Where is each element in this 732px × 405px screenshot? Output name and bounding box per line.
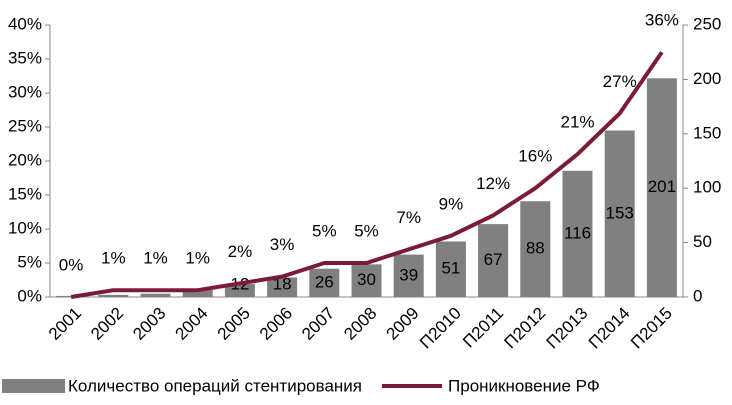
legend-swatch	[2, 379, 65, 393]
y2-tick-label: 0	[693, 286, 702, 305]
x-tick-label: П2010	[416, 304, 465, 353]
bar-label: 51	[441, 259, 460, 278]
y2-tick-label: 250	[693, 14, 721, 33]
line-label: 16%	[518, 147, 552, 166]
x-tick-label: 2003	[129, 304, 169, 344]
bar	[393, 254, 424, 297]
line-label: 9%	[439, 194, 464, 213]
x-tick-label: 2005	[214, 304, 254, 344]
y-tick-label: 0%	[17, 286, 42, 305]
bar	[478, 224, 509, 297]
y-tick-label: 15%	[8, 184, 42, 203]
bar	[267, 277, 298, 297]
bar-label: 26	[315, 272, 334, 291]
y2-tick-label: 150	[693, 123, 721, 142]
x-tick-label: 2002	[87, 304, 127, 344]
x-tick-label: 2006	[256, 304, 296, 344]
bar	[435, 241, 466, 297]
bar-label: 88	[526, 239, 545, 258]
line	[70, 51, 664, 299]
y-tick-label: 5%	[17, 252, 42, 271]
bar-label: 153	[606, 203, 634, 222]
legend-label: Количество операций стентирования	[68, 376, 362, 395]
y-tick-label: 25%	[8, 116, 42, 135]
x-tick-label: 2008	[340, 304, 380, 344]
x-tick-label: П2013	[543, 304, 592, 353]
x-tick-label: П2011	[459, 304, 507, 352]
line-label: 21%	[560, 113, 594, 132]
bar	[98, 294, 129, 297]
bar	[646, 78, 677, 297]
bar-label: 39	[399, 265, 418, 284]
y2-tick-label: 200	[693, 69, 721, 88]
bar	[604, 130, 635, 297]
bar	[224, 283, 255, 297]
y2-tick-label: 50	[693, 232, 712, 251]
bar-label: 30	[357, 270, 376, 289]
line-label: 1%	[143, 249, 168, 268]
line-label: 0%	[59, 255, 84, 274]
x-tick-label: П2014	[585, 304, 634, 353]
legend-label: Проникновение РФ	[448, 376, 600, 395]
y-tick-label: 40%	[8, 14, 42, 33]
bar-label: 67	[484, 250, 503, 269]
line-label: 7%	[396, 208, 421, 227]
x-tick-label: П2015	[627, 304, 676, 353]
x-tick-label: П2012	[500, 304, 549, 353]
line-label: 1%	[185, 249, 210, 268]
line-label: 3%	[270, 235, 295, 254]
line-label: 5%	[354, 221, 379, 240]
y-tick-label: 30%	[8, 82, 42, 101]
bar-label: 116	[564, 223, 591, 242]
line-label: 5%	[312, 221, 337, 240]
bar	[562, 170, 593, 297]
y-tick-label: 35%	[8, 48, 42, 67]
y2-tick-label: 100	[693, 178, 721, 197]
y-tick-label: 20%	[8, 150, 42, 169]
bar	[351, 264, 382, 297]
x-tick-label: 2004	[172, 304, 212, 344]
bar	[309, 268, 340, 297]
bar	[520, 201, 551, 297]
line-label: 27%	[603, 72, 637, 91]
line-label: 12%	[476, 174, 510, 193]
bar-label: 201	[648, 177, 676, 196]
x-tick-label: 2001	[45, 304, 85, 344]
bar	[140, 293, 171, 297]
x-tick-label: 2007	[298, 304, 338, 344]
line-label: 36%	[645, 11, 679, 30]
line-label: 2%	[228, 242, 253, 261]
bar	[182, 289, 213, 297]
y-tick-label: 10%	[8, 218, 42, 237]
line-label: 1%	[101, 249, 126, 268]
